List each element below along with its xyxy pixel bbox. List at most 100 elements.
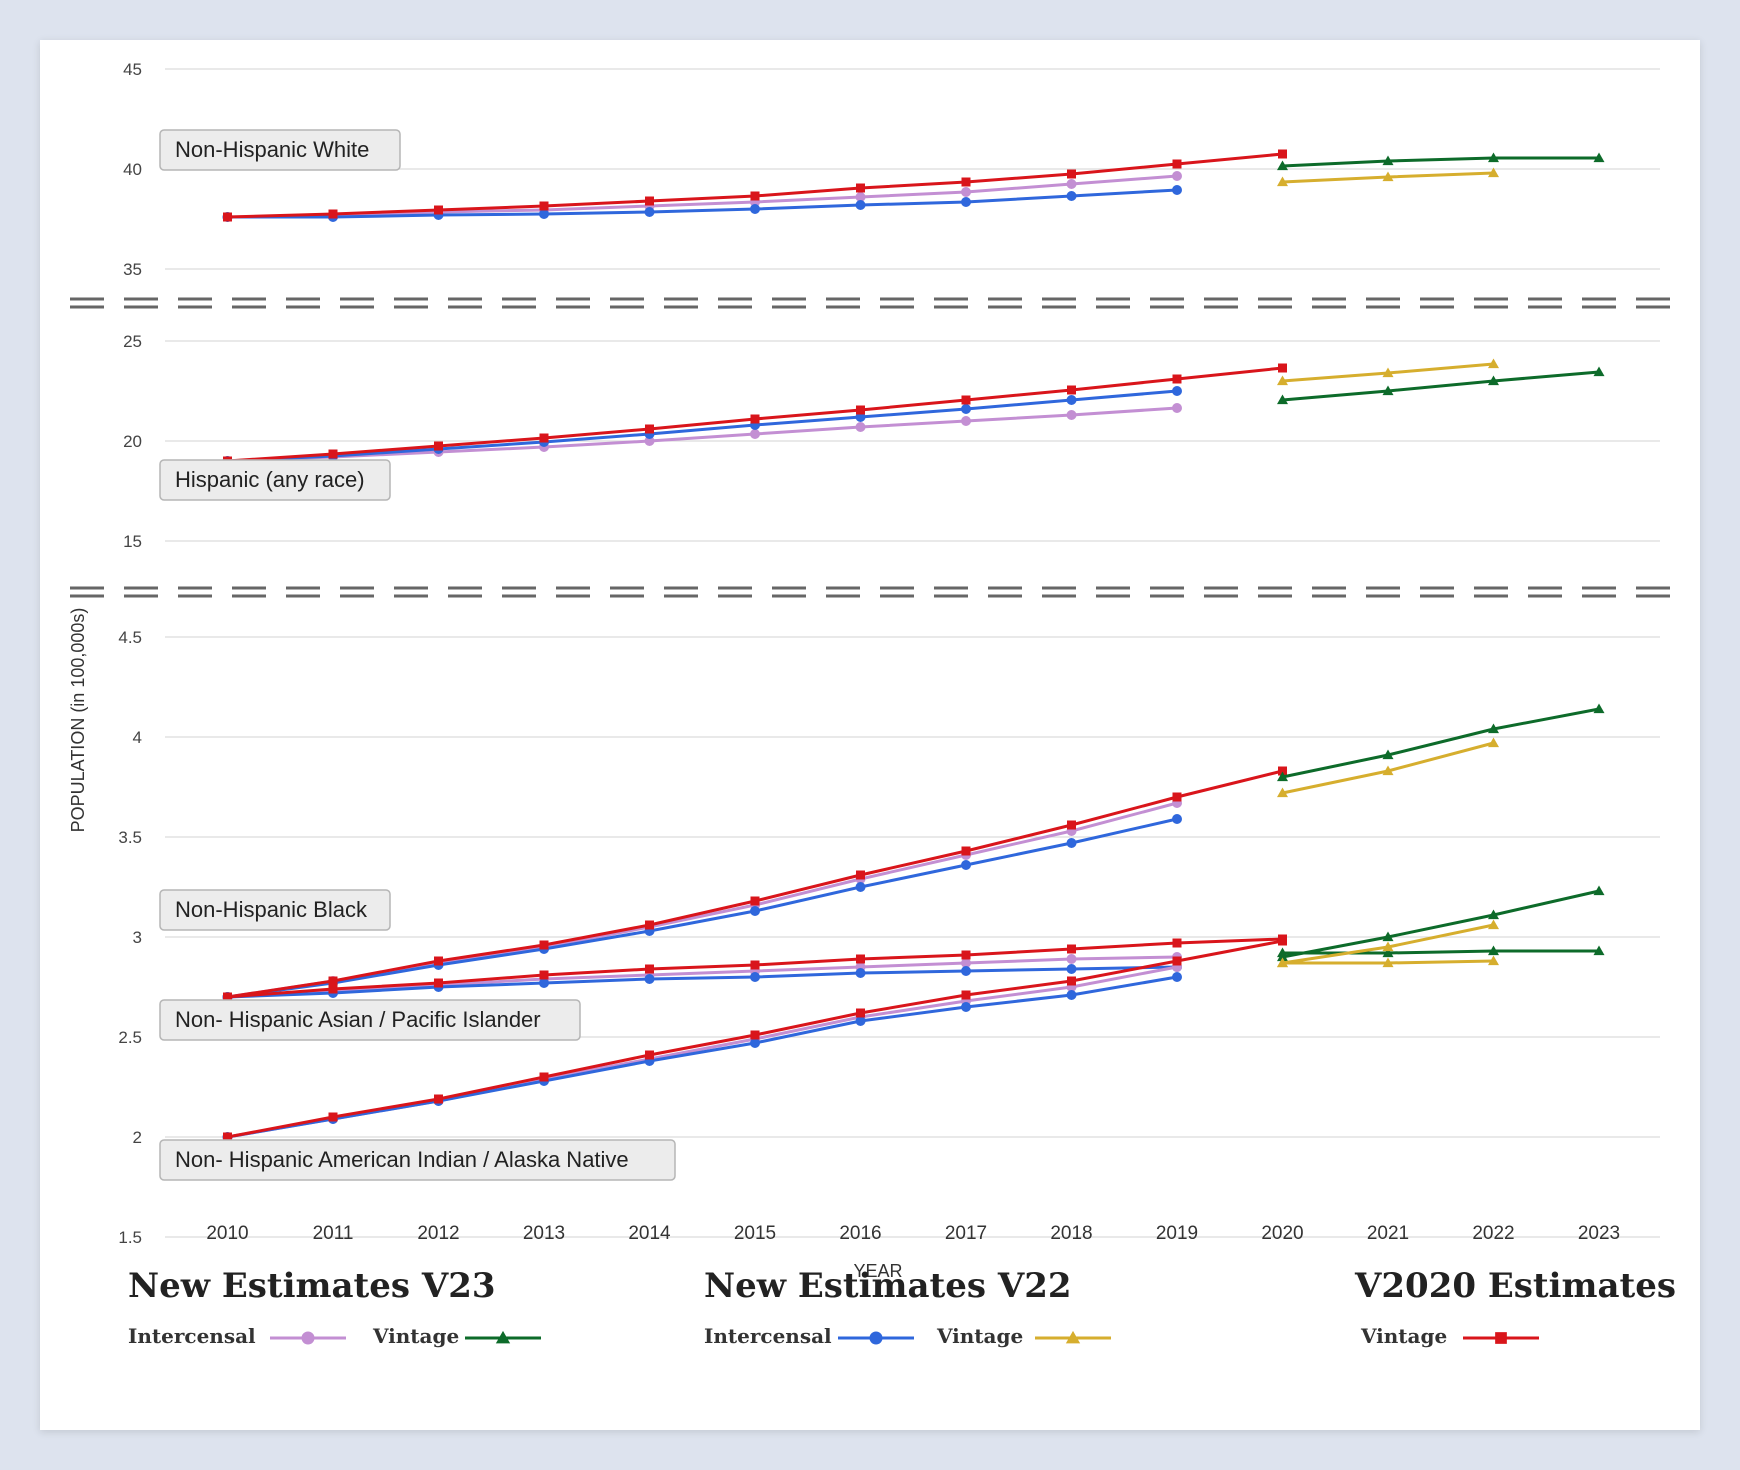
data-point [1172, 938, 1182, 948]
data-point [539, 940, 549, 950]
x-tick-label: 2022 [1472, 1223, 1514, 1244]
data-point [961, 404, 971, 414]
data-point [1172, 956, 1182, 966]
data-point [434, 441, 443, 451]
x-tick-label: 2019 [1156, 1223, 1198, 1244]
data-point [1278, 149, 1287, 159]
series-new-estimates-v22-intercensal [222, 386, 1182, 466]
data-point [645, 424, 654, 434]
data-point [1488, 167, 1499, 178]
legend-marker [301, 1331, 315, 1345]
data-point [1382, 941, 1394, 952]
data-point [856, 1008, 865, 1018]
series-line [1282, 156, 1599, 168]
data-point [1382, 367, 1394, 378]
legend-swatch-v23-intercensal [270, 1331, 346, 1345]
label-text: Non- Hispanic Asian / Pacific Islander [175, 1007, 541, 1032]
data-point [645, 196, 654, 206]
series-line [1282, 949, 1599, 955]
series-v2020-estimates-vintage [223, 149, 1287, 222]
data-point [1382, 171, 1394, 182]
series-group-label: Non-Hispanic Black [159, 889, 391, 931]
data-point [1277, 160, 1288, 171]
y-tick-label: 15 [123, 532, 142, 551]
y-tick-label: 1.5 [118, 1228, 142, 1247]
data-point [1278, 363, 1287, 373]
series-line [227, 174, 1178, 219]
data-point [223, 1132, 232, 1142]
data-point [961, 958, 971, 968]
series-new-estimates-v23-vintage [1277, 152, 1605, 171]
data-point [961, 395, 971, 405]
data-point [539, 209, 549, 219]
data-point [328, 449, 338, 459]
x-tick-label: 2012 [417, 1223, 459, 1244]
legend-label: Intercensal [128, 1324, 256, 1348]
series-line [227, 975, 1178, 1139]
legend-title: New Estimates V22 [704, 1266, 1072, 1306]
legend-label: Vintage [373, 1324, 460, 1348]
x-tick-label: 2013 [523, 1223, 565, 1244]
data-point [1593, 366, 1605, 377]
y-tick-label: 3 [133, 928, 142, 947]
data-point [1488, 375, 1499, 386]
data-point [1172, 814, 1182, 824]
y-tick-label: 35 [123, 260, 142, 279]
data-point [1066, 954, 1077, 964]
data-point [1172, 792, 1182, 802]
series-v2020-estimates-vintage [223, 363, 1287, 466]
series-new-estimates-v23-vintage [1277, 703, 1605, 782]
x-axis-label: YEAR [853, 1261, 902, 1281]
data-point [1277, 375, 1288, 386]
legend-label: Vintage [937, 1324, 1024, 1348]
series-new-estimates-v22-vintage [1277, 737, 1499, 798]
y-tick-label: 45 [123, 60, 142, 79]
data-point [1593, 885, 1605, 896]
series-new-estimates-v22-vintage [1277, 919, 1499, 968]
legend-marker [869, 1331, 883, 1345]
data-point [434, 205, 443, 215]
data-point [855, 192, 866, 202]
y-tick-label: 4.5 [118, 628, 142, 647]
label-box [159, 999, 581, 1041]
data-point [539, 978, 549, 988]
label-box [159, 459, 391, 501]
data-point [856, 954, 865, 964]
legend-marker [1065, 1330, 1081, 1344]
data-point [1488, 919, 1499, 930]
data-point [1067, 944, 1076, 954]
data-point [750, 191, 760, 201]
data-point [856, 870, 865, 880]
data-point [961, 846, 971, 856]
x-tick-label: 2010 [206, 1223, 248, 1244]
data-point [1172, 386, 1182, 396]
series-line [227, 389, 1178, 463]
series-line [227, 817, 1178, 999]
x-tick-label: 2016 [839, 1223, 881, 1244]
data-point [750, 414, 760, 424]
data-point [1488, 737, 1499, 748]
legend-marker [1495, 1332, 1507, 1344]
series-new-estimates-v22-vintage [1277, 358, 1499, 386]
legend-swatch-v22-intercensal [838, 1331, 914, 1345]
series-line [227, 965, 1178, 999]
data-point [1066, 179, 1077, 189]
data-point [855, 200, 866, 210]
data-point [1277, 394, 1288, 405]
data-point [855, 1016, 866, 1026]
legend-group-v22: New Estimates V22 Intercensal Vintage [704, 1266, 1224, 1356]
data-point [1382, 155, 1394, 166]
data-point [961, 177, 971, 187]
data-point [1382, 947, 1394, 958]
data-point [328, 976, 338, 986]
label-text: Non- Hispanic American Indian / Alaska N… [175, 1147, 629, 1172]
y-tick-label: 2 [133, 1128, 142, 1147]
data-point [750, 906, 760, 916]
data-point [1277, 771, 1288, 782]
y-tick-label: 25 [123, 332, 142, 351]
series-new-estimates-v23-vintage [1277, 366, 1605, 405]
data-point [645, 964, 654, 974]
data-point [434, 956, 443, 966]
label-text: Non-Hispanic Black [175, 897, 368, 922]
series-line [227, 188, 1178, 219]
